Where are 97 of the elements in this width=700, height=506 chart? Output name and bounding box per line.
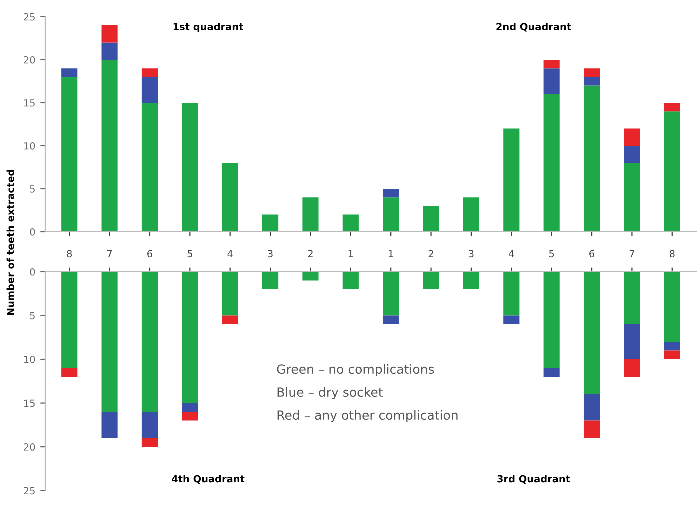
bar — [463, 198, 480, 232]
bar — [463, 272, 480, 290]
bar — [584, 68, 600, 78]
bar — [664, 342, 680, 351]
bar — [262, 214, 279, 232]
y-tick-label: 10 — [24, 142, 36, 150]
bar — [62, 368, 78, 378]
bar — [142, 438, 158, 448]
bar — [624, 324, 640, 360]
y-tick-label: 10 — [24, 356, 36, 364]
x-tick-label: 2 — [308, 250, 313, 258]
bar — [262, 272, 279, 290]
bar — [584, 394, 600, 421]
bar — [624, 360, 640, 378]
annotation: Green – no complications — [277, 364, 434, 377]
bar — [584, 272, 600, 395]
bar — [383, 316, 400, 324]
y-tick-label: 0 — [30, 228, 36, 236]
bar — [302, 272, 319, 281]
x-tick-label: 8 — [670, 250, 675, 258]
bar — [102, 26, 118, 43]
y-tick-label: 20 — [24, 56, 36, 64]
bar — [504, 316, 520, 324]
bar — [584, 77, 600, 86]
x-tick-label: 3 — [268, 250, 273, 258]
x-tick-label: 5 — [188, 250, 192, 258]
y-tick-label: 0 — [30, 268, 36, 276]
y-tick-label: 20 — [24, 444, 36, 451]
bar — [62, 272, 78, 368]
bar — [624, 163, 640, 232]
bar — [544, 368, 560, 378]
x-tick-label: 3 — [469, 250, 474, 258]
bar — [664, 102, 680, 112]
annotation: Red – any other complication — [278, 410, 458, 422]
annotation: 2nd Quadrant — [496, 23, 572, 32]
x-tick-label: 6 — [590, 250, 594, 258]
bar — [142, 102, 158, 232]
bar — [544, 94, 560, 232]
bar — [544, 68, 560, 94]
bar — [142, 68, 158, 78]
bar — [383, 198, 400, 232]
bar — [584, 420, 600, 438]
x-tick-label: 1 — [348, 250, 354, 258]
bar — [62, 68, 78, 78]
annotation: 4th Quadrant — [172, 475, 245, 484]
bar — [383, 188, 400, 198]
bar — [182, 403, 198, 412]
bar — [102, 42, 118, 60]
bar — [182, 412, 198, 421]
bar — [664, 272, 680, 342]
bar — [182, 102, 198, 232]
x-tick-label: 2 — [428, 250, 434, 258]
bar — [584, 86, 600, 232]
bar — [504, 272, 520, 316]
bar — [423, 272, 440, 290]
y-tick-label: 25 — [24, 487, 35, 495]
x-tick-label: 4 — [228, 250, 233, 258]
bar — [544, 60, 560, 69]
bar — [342, 214, 359, 232]
bar — [504, 128, 520, 232]
bar — [664, 350, 680, 360]
bar — [222, 163, 238, 232]
bar — [544, 272, 560, 368]
bar — [624, 146, 640, 164]
bar — [222, 272, 238, 316]
bar — [222, 316, 238, 324]
bar — [383, 272, 400, 316]
y-tick-label: 5 — [30, 186, 35, 193]
bar — [142, 77, 158, 103]
bar — [342, 272, 359, 290]
bar — [302, 198, 319, 232]
x-tick-label: 4 — [509, 250, 514, 258]
x-tick-label: 7 — [630, 250, 634, 258]
bar — [624, 128, 640, 146]
y-axis-title: Number of teeth extracted — [6, 170, 14, 316]
bar — [624, 272, 640, 324]
bar — [102, 272, 118, 412]
y-tick-label: 5 — [30, 312, 35, 320]
x-tick-label: 6 — [148, 250, 152, 258]
bar — [423, 206, 440, 232]
y-tick-label: 15 — [24, 400, 35, 408]
y-tick-label: 15 — [24, 100, 35, 107]
bar — [664, 112, 680, 232]
annotation: 1st quadrant — [174, 23, 244, 32]
bar — [102, 60, 118, 232]
x-tick-label: 7 — [108, 250, 112, 258]
x-tick-label: 8 — [67, 250, 72, 258]
bar — [142, 412, 158, 438]
x-tick-label: 5 — [549, 250, 554, 258]
bar — [142, 272, 158, 412]
bar — [182, 272, 198, 404]
bar — [62, 77, 78, 232]
y-tick-label: 25 — [24, 13, 35, 21]
annotation: 3rd Quadrant — [498, 475, 570, 484]
annotation: Blue – dry socket — [278, 387, 384, 400]
x-tick-label: 1 — [389, 250, 394, 258]
bar — [102, 412, 118, 438]
